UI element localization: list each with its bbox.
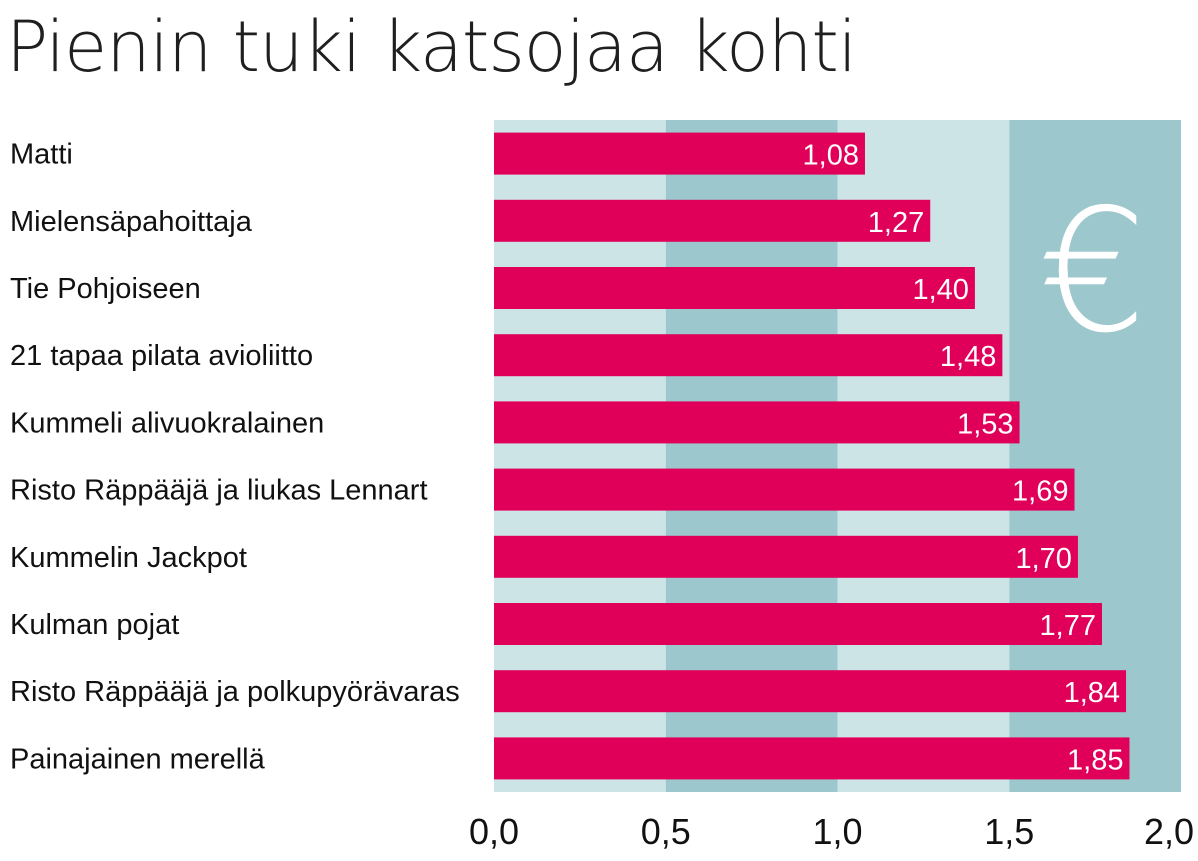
category-label: Risto Räppääjä ja liukas Lennart [10, 475, 428, 507]
category-label: Matti [10, 139, 73, 171]
bar [494, 401, 1020, 444]
bar [494, 535, 1078, 578]
x-axis-ticks: 0,0 0,5 1,0 1,5 2,0 [469, 811, 1194, 852]
bar [494, 468, 1075, 511]
value-label: 1,77 [1040, 610, 1096, 642]
bar [494, 334, 1003, 377]
x-tick-label: 0,0 [469, 811, 519, 852]
value-label: 1,70 [1015, 543, 1071, 575]
category-label: Mielensäpahoittaja [10, 206, 253, 238]
chart-title: Pienin tuki katsojaa kohti [6, 6, 857, 88]
x-tick-label: 2,0 [1144, 811, 1194, 852]
euro-annotation: € [1039, 173, 1147, 371]
value-label: 1,40 [912, 274, 968, 306]
value-label: 1,69 [1012, 476, 1068, 508]
category-label: 21 tapaa pilata avioliitto [10, 340, 313, 372]
value-label: 1,53 [957, 408, 1013, 440]
value-label: 1,08 [803, 140, 859, 172]
x-tick-label: 1,5 [984, 811, 1034, 852]
x-tick-label: 1,0 [812, 811, 862, 852]
bar [494, 132, 865, 175]
category-label: Kummelin Jackpot [10, 542, 247, 574]
bar [494, 603, 1102, 645]
x-tick-label: 0,5 [641, 811, 691, 852]
category-label: Kulman pojat [10, 609, 179, 641]
bar [494, 737, 1130, 780]
bars [494, 132, 1130, 780]
category-labels: Matti Mielensäpahoittaja Tie Pohjoiseen 21 … [10, 139, 460, 776]
category-label: Kummeli alivuokralainen [10, 407, 324, 439]
value-label: 1,85 [1067, 744, 1123, 776]
value-label: 1,84 [1064, 677, 1120, 709]
bar [494, 670, 1127, 713]
bar [494, 199, 931, 242]
bar [494, 267, 975, 309]
category-label: Tie Pohjoiseen [10, 273, 201, 305]
value-labels: 1,08 1,27 1,40 1,48 1,53 1,69 1,70 1,77 1,84 1,85 [803, 140, 1124, 777]
value-label: 1,27 [868, 207, 924, 239]
category-label: Painajainen merellä [10, 743, 266, 775]
value-label: 1,48 [940, 341, 996, 373]
category-label: Risto Räppääjä ja polkupyörävaras [10, 676, 460, 708]
